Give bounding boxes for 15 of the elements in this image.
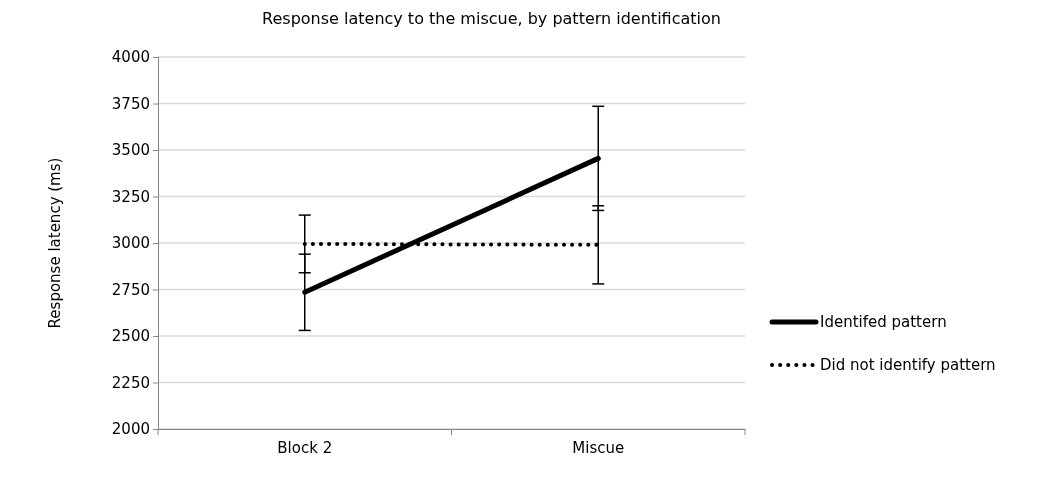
y-axis-title: Response latency (ms) xyxy=(46,157,64,329)
y-tick-label: 2500 xyxy=(111,327,150,346)
chart-title: Response latency to the miscue, by pattern identification xyxy=(262,9,721,28)
legend-label: Did not identify pattern xyxy=(820,356,996,374)
y-tick-label: 2750 xyxy=(111,280,150,299)
y-tick-label: 3500 xyxy=(111,141,150,160)
y-tick-label: 3250 xyxy=(111,187,150,206)
x-tick-label: Miscue xyxy=(572,439,625,457)
y-tick-label: 3000 xyxy=(111,234,150,253)
x-tick-label: Block 2 xyxy=(277,439,333,457)
y-tick-label: 4000 xyxy=(111,48,150,67)
y-tick-label: 2250 xyxy=(111,373,150,392)
y-tick-label: 2000 xyxy=(111,420,150,439)
legend-label: Identifed pattern xyxy=(820,313,947,331)
y-tick-label: 3750 xyxy=(111,94,150,113)
